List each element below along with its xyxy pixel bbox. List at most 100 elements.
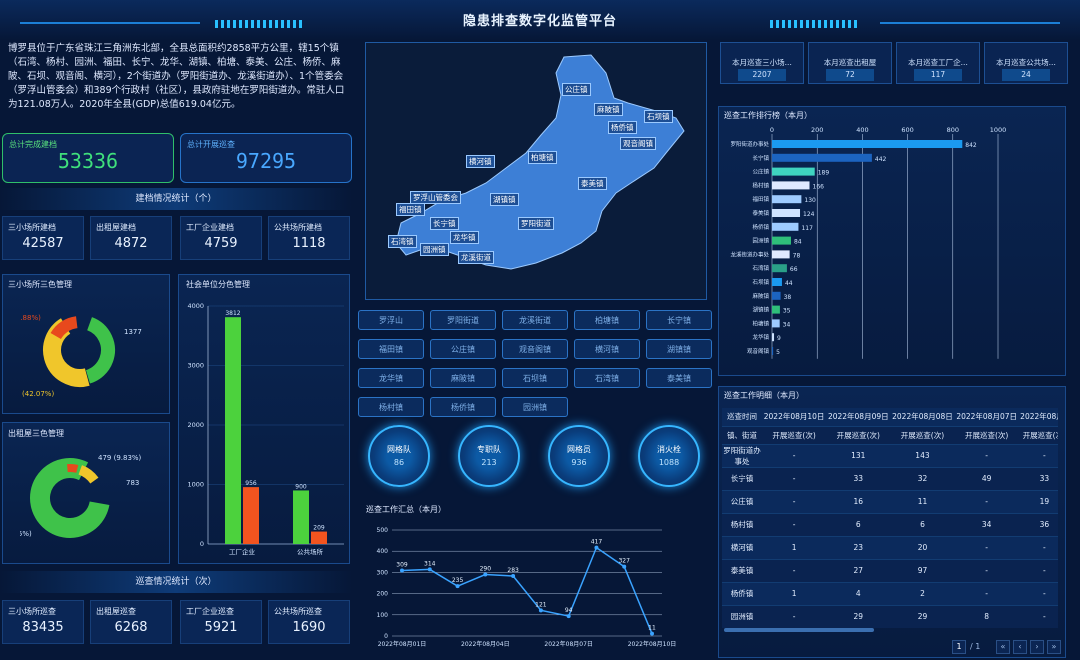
map-label: 杨侨镇: [608, 121, 637, 134]
town-button[interactable]: 龙溪街道: [502, 310, 568, 330]
social-chart-title: 社会单位分色管理: [186, 280, 250, 289]
social-chart-panel: [178, 274, 350, 564]
table-cell: 1: [762, 582, 827, 606]
table-cell: 34: [954, 513, 1019, 537]
next-page-icon[interactable]: ›: [1030, 640, 1044, 654]
stat-label: 公共场所巡查: [274, 607, 322, 616]
table-cell: 公庄镇: [722, 490, 762, 514]
donut1-chart: 1 (21.88%) 1377 9368 (42.07%): [20, 313, 142, 398]
stat-value: 4759: [204, 236, 238, 251]
bar: [772, 167, 815, 176]
bar-data-label: 117: [801, 225, 813, 232]
map-label: 龙华镇: [450, 231, 479, 244]
town-button[interactable]: 泰美镇: [646, 368, 712, 388]
town-button[interactable]: 龙华镇: [358, 368, 424, 388]
page-title: 隐患排查数字化监管平台: [462, 14, 617, 29]
rank-title: 巡查工作排行榜（本月）: [724, 111, 812, 120]
bar: [225, 317, 241, 544]
month-card-value: 117: [914, 69, 962, 81]
detail-table-wrap[interactable]: 巡查时间 2022年08月10日 2022年08月09日 2022年08月08日…: [722, 408, 1058, 628]
bar: [772, 333, 775, 342]
town-button[interactable]: 柏塘镇: [574, 310, 640, 330]
table-header-cell: 镇、街道: [722, 426, 762, 445]
town-button[interactable]: 横河镇: [574, 339, 640, 359]
table-row[interactable]: 横河镇 1 23 20- -: [722, 536, 1058, 560]
table-row[interactable]: 罗阳街道办事处 -131 143- -: [722, 444, 1058, 468]
table-cell: 杨村镇: [722, 513, 762, 537]
table-header-cell: 巡查时间: [722, 408, 762, 427]
bar-data-label: 166: [813, 183, 825, 190]
patrol-stat-2: 出租屋巡查 6268: [90, 600, 172, 644]
table-row[interactable]: 杨侨镇 1 4 2- -: [722, 582, 1058, 606]
town-button[interactable]: 观音阁镇: [502, 339, 568, 359]
table-cell: -: [954, 559, 1019, 583]
x-tick-label: 2022年08月04日: [461, 640, 510, 648]
town-button[interactable]: 杨侨镇: [430, 397, 496, 417]
page-total: / 1: [970, 642, 981, 651]
map-label: 横河镇: [466, 155, 495, 168]
bar: [311, 531, 327, 544]
bar: [772, 140, 963, 148]
donut1-panel: [2, 274, 170, 414]
team-circle-grid[interactable]: 网格队 86: [368, 425, 430, 487]
town-button[interactable]: 园洲镇: [502, 397, 568, 417]
data-point: [566, 614, 571, 619]
total-inspect-label: 总计开展巡查: [187, 140, 235, 149]
y-tick-label: 湖镇镇: [752, 306, 769, 314]
table-row[interactable]: 长宁镇 -33 32 49 33: [722, 467, 1058, 491]
y-tick-label: 200: [377, 591, 389, 598]
team-circle-pro[interactable]: 专职队 213: [458, 425, 520, 487]
town-button[interactable]: 罗浮山: [358, 310, 424, 330]
table-header-cell: 开展巡查(次): [954, 426, 1019, 445]
detail-title: 巡查工作明细（本月）: [724, 391, 804, 400]
town-button[interactable]: 福田镇: [358, 339, 424, 359]
table-header-cell: 2022年08月10日: [762, 408, 827, 427]
point-data-label: 283: [507, 567, 519, 574]
town-button[interactable]: 湖镇镇: [646, 339, 712, 359]
header-line-left: [20, 22, 200, 24]
table-row[interactable]: 园洲镇 -29 29 8-: [722, 605, 1058, 628]
archive-stat-1: 三小场所建档 42587: [2, 216, 84, 260]
table-cell: 4: [826, 582, 891, 606]
town-button[interactable]: 麻陂镇: [430, 368, 496, 388]
map-label: 龙溪街道: [458, 251, 494, 264]
y-tick-label: 400: [377, 548, 389, 555]
patrol-stat-4: 公共场所巡查 1690: [268, 600, 350, 644]
donut1-red-arc: [46, 316, 114, 384]
town-button[interactable]: 石坝镇: [502, 368, 568, 388]
y-tick-label: 公庄镇: [752, 168, 769, 176]
prev-page-icon[interactable]: ‹: [1013, 640, 1027, 654]
table-row[interactable]: 杨村镇 -6 6 34 36: [722, 513, 1058, 537]
page-current[interactable]: 1: [952, 640, 966, 654]
archive-section-title: 建档情况统计（个）: [0, 188, 352, 210]
archive-stat-3: 工厂企业建档 4759: [180, 216, 262, 260]
map-label: 园洲镇: [420, 243, 449, 256]
y-tick-label: 300: [377, 569, 389, 576]
first-page-icon[interactable]: «: [996, 640, 1010, 654]
bar-data-label: 3812: [225, 310, 240, 317]
table-cell: 19: [1018, 490, 1058, 514]
table-cell: 33: [826, 467, 891, 491]
donut1-title: 三小场所三色管理: [8, 280, 72, 289]
bar: [772, 236, 791, 245]
x-tick-label: 400: [856, 126, 868, 134]
map-label: 公庄镇: [562, 83, 591, 96]
donut2-yellow-arc: [35, 463, 105, 533]
table-scrollbar[interactable]: [724, 628, 874, 632]
team-circle-hydrant[interactable]: 消火栓 1088: [638, 425, 700, 487]
table-header-cell: 开展巡查(次): [762, 426, 827, 445]
town-button[interactable]: 石湾镇: [574, 368, 640, 388]
town-button[interactable]: 公庄镇: [430, 339, 496, 359]
town-button[interactable]: 长宁镇: [646, 310, 712, 330]
table-cell: -: [762, 605, 827, 628]
table-cell: -: [954, 582, 1019, 606]
stat-label: 三小场所巡查: [8, 607, 56, 616]
stat-value: 6268: [114, 620, 148, 635]
bar: [772, 222, 799, 231]
town-button[interactable]: 罗阳街道: [430, 310, 496, 330]
last-page-icon[interactable]: »: [1047, 640, 1061, 654]
table-row[interactable]: 泰美镇 -27 97- -: [722, 559, 1058, 583]
table-row[interactable]: 公庄镇 -16 11-19: [722, 490, 1058, 514]
team-circle-member[interactable]: 网格员 936: [548, 425, 610, 487]
town-button[interactable]: 杨村镇: [358, 397, 424, 417]
